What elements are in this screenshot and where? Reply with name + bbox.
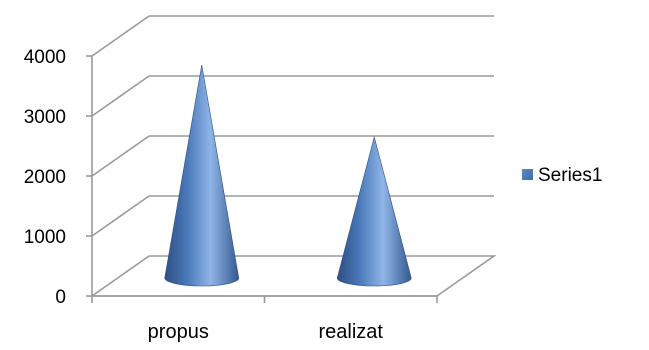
cone-body bbox=[164, 64, 240, 287]
x-category-label: propus bbox=[148, 321, 209, 343]
y-tick-label: 1000 bbox=[24, 227, 66, 248]
legend: Series1 bbox=[522, 165, 602, 186]
cone-mark bbox=[164, 64, 240, 287]
cone-mark bbox=[336, 135, 412, 287]
gridline-side bbox=[91, 195, 150, 237]
cone-layer bbox=[164, 64, 412, 287]
y-tick-label: 4000 bbox=[24, 47, 66, 68]
gridline-side bbox=[91, 15, 150, 57]
grid-layer bbox=[89, 15, 497, 297]
legend-swatch bbox=[522, 169, 533, 180]
y-tick-label: 3000 bbox=[24, 107, 66, 128]
gridline-side bbox=[91, 75, 150, 117]
y-tick-label: 2000 bbox=[24, 167, 66, 188]
y-tick-label: 0 bbox=[55, 287, 66, 308]
legend-label: Series1 bbox=[538, 165, 602, 186]
label-layer: 0 1000 2000 3000 4000 propus realizat bbox=[24, 47, 384, 343]
gridline-side bbox=[91, 135, 150, 177]
axis-layer bbox=[86, 55, 438, 303]
x-category-label: realizat bbox=[319, 321, 384, 343]
chart-floor bbox=[89, 255, 497, 297]
cone-body bbox=[336, 135, 412, 287]
